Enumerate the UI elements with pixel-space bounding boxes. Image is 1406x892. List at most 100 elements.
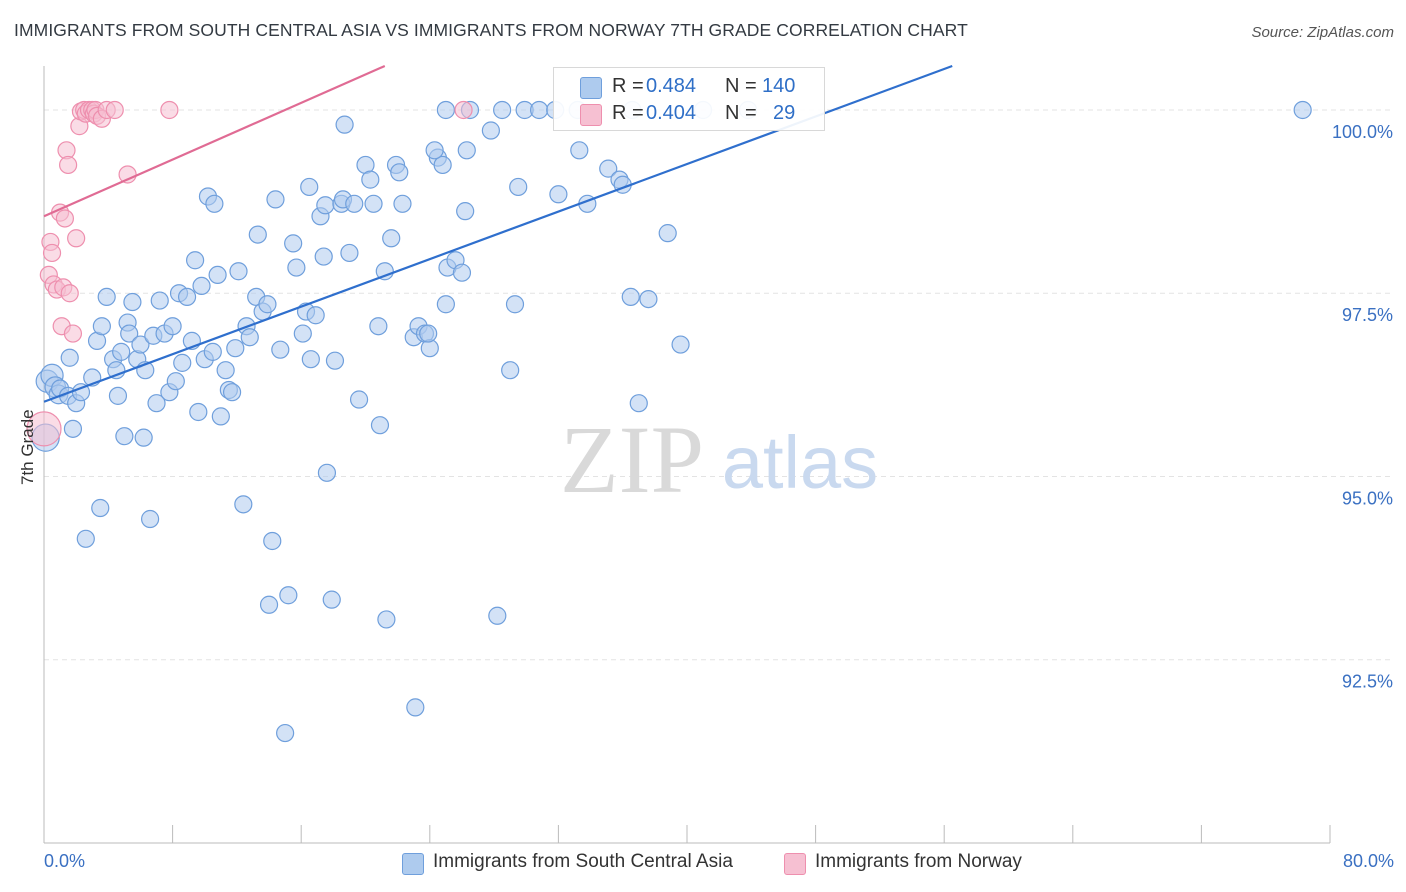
data-point-blue <box>229 262 248 281</box>
data-point-blue <box>1293 100 1312 120</box>
legend-swatch-pink <box>784 853 806 875</box>
data-point-blue <box>163 317 182 336</box>
data-point-blue <box>205 194 224 213</box>
series-norway <box>26 100 473 447</box>
data-point-blue <box>393 194 412 213</box>
bottom-legend: Immigrants from South Central Asia Immig… <box>0 851 1406 879</box>
stats-legend: R = 0.484 N = 140 R = 0.404 N = 29 <box>553 67 825 131</box>
data-point-blue <box>621 287 640 307</box>
data-point-blue <box>570 141 589 160</box>
data-point-blue <box>189 402 208 422</box>
data-point-blue <box>300 177 319 197</box>
data-point-blue <box>629 394 648 413</box>
data-point-blue <box>284 234 303 253</box>
data-point-blue <box>314 247 333 266</box>
data-point-blue <box>115 427 134 446</box>
y-axis-label: 7th Grade <box>18 409 37 485</box>
legend-swatch-pink <box>580 104 602 126</box>
data-point-pink <box>26 411 62 447</box>
data-point-blue <box>406 698 425 717</box>
data-point-blue <box>276 723 295 743</box>
x-min-label: 0.0% <box>44 851 86 871</box>
data-point-blue <box>493 100 512 120</box>
legend-r-value: 0.484 <box>646 75 697 97</box>
data-point-blue <box>671 335 690 354</box>
data-point-blue <box>301 350 320 369</box>
data-point-blue <box>222 383 242 402</box>
trend-line-pink <box>43 64 386 218</box>
data-point-blue <box>140 509 160 529</box>
data-point-blue <box>436 295 455 314</box>
legend-label: Immigrants from South Central Asia <box>433 851 733 872</box>
data-point-blue <box>97 287 116 307</box>
data-point-blue <box>322 590 341 609</box>
legend-label: Immigrants from Norway <box>815 851 1022 872</box>
watermark: ZIP atlas <box>560 406 878 513</box>
data-point-blue <box>370 416 390 435</box>
data-point-blue <box>108 386 128 405</box>
data-point-blue <box>419 324 438 343</box>
data-point-blue <box>390 163 409 182</box>
data-point-blue <box>501 361 520 380</box>
data-point-blue <box>306 306 325 325</box>
data-point-blue <box>481 121 500 140</box>
data-point-pink <box>63 324 83 343</box>
y-tick-label: 97.5% <box>1342 305 1393 325</box>
data-point-blue <box>91 498 110 518</box>
data-point-blue <box>216 361 235 380</box>
data-point-blue <box>335 115 354 134</box>
legend-r-value: 0.404 <box>646 102 697 124</box>
data-point-pink <box>42 243 62 263</box>
legend-n-label: N = <box>725 102 757 124</box>
legend-r-label: R = <box>612 102 644 124</box>
data-point-pink <box>59 155 78 175</box>
legend-n-value: 29 <box>773 102 796 124</box>
data-point-blue <box>375 262 394 281</box>
data-point-blue <box>131 335 150 354</box>
data-point-blue <box>263 531 282 551</box>
data-point-blue <box>340 243 359 263</box>
legend-swatch-blue <box>402 853 424 875</box>
data-point-blue <box>248 225 267 244</box>
data-point-blue <box>226 339 245 358</box>
source-label: Source: ZipAtlas.com <box>1251 24 1394 41</box>
data-point-pink <box>105 100 124 120</box>
data-point-blue <box>457 141 476 160</box>
data-point-blue <box>203 342 222 361</box>
data-point-blue <box>349 390 369 409</box>
data-point-blue <box>425 141 444 160</box>
watermark-zip: ZIP <box>560 406 704 513</box>
axes <box>43 66 1331 844</box>
data-point-blue <box>166 372 185 391</box>
data-point-blue <box>240 328 259 347</box>
data-point-blue <box>279 586 298 605</box>
data-point-blue <box>345 194 364 213</box>
data-point-blue <box>436 100 455 120</box>
chart-title: IMMIGRANTS FROM SOUTH CENTRAL ASIA VS IM… <box>14 20 968 40</box>
y-tick-label: 95.0% <box>1342 488 1393 508</box>
x-max-label: 80.0% <box>1342 851 1394 871</box>
legend-swatch-blue <box>580 77 602 99</box>
data-point-blue <box>258 295 277 314</box>
data-point-blue <box>76 529 95 548</box>
data-point-pink <box>454 100 473 120</box>
data-point-blue <box>293 324 312 343</box>
data-point-blue <box>456 202 475 221</box>
data-point-blue <box>382 229 401 248</box>
data-point-blue <box>173 353 192 372</box>
data-point-blue <box>271 340 290 359</box>
data-point-blue <box>658 224 677 243</box>
data-point-blue <box>530 100 549 120</box>
data-point-blue <box>639 290 658 309</box>
data-point-blue <box>488 606 507 625</box>
y-tick-label: 100.0% <box>1332 122 1393 142</box>
data-point-blue <box>377 610 396 629</box>
data-point-blue <box>123 292 142 312</box>
watermark-atlas: atlas <box>722 421 878 504</box>
data-point-blue <box>433 155 452 175</box>
data-point-blue <box>287 258 306 277</box>
data-point-blue <box>361 170 380 189</box>
data-point-blue <box>63 419 83 438</box>
legend-n-value: 140 <box>762 75 796 97</box>
data-point-blue <box>599 159 618 178</box>
